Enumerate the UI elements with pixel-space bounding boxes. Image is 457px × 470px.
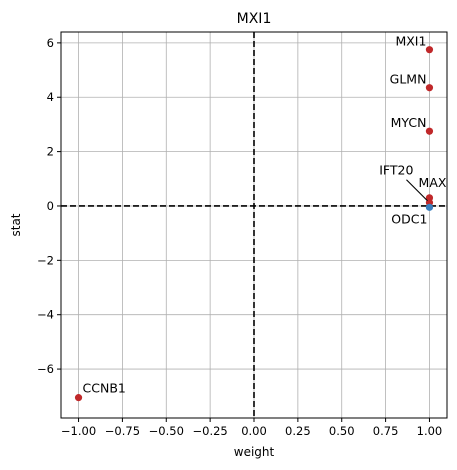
callout-line-ift20 <box>406 179 428 202</box>
y-tick-label: −2 <box>37 253 54 267</box>
data-point-mxi1 <box>425 46 434 54</box>
x-tick-label: 0.50 <box>329 424 355 438</box>
data-point-ccnb1 <box>74 394 83 402</box>
point-label-mycn: MYCN <box>391 115 427 130</box>
y-tick-label: −6 <box>37 362 54 376</box>
y-tick-label: −4 <box>37 308 54 322</box>
point-label-ccnb1: CCNB1 <box>83 381 126 396</box>
data-point-mycn <box>425 127 434 135</box>
x-tick-label: −1.00 <box>61 424 96 438</box>
point-label-odc1: ODC1 <box>391 211 427 226</box>
data-point-odc1 <box>425 203 434 211</box>
x-tick-label: 1.00 <box>417 424 443 438</box>
chart-title: MXI1 <box>237 11 272 27</box>
x-axis-label: weight <box>234 445 275 459</box>
x-axis-ticks: −1.00 −0.75 −0.50 −0.25 0.00 0.25 0.50 0.75 1.00 <box>61 418 442 438</box>
x-tick-label: 0.25 <box>285 424 311 438</box>
x-tick-label: 0.00 <box>241 424 267 438</box>
x-tick-label: −0.50 <box>149 424 184 438</box>
y-tick-label: 6 <box>47 36 54 50</box>
reference-lines <box>61 32 447 418</box>
point-labels: MXI1 GLMN MYCN MAX IFT20 ODC1 CCNB1 <box>83 34 447 396</box>
y-axis-label: stat <box>9 213 23 236</box>
data-points <box>74 46 434 402</box>
point-label-mxi1: MXI1 <box>395 34 426 49</box>
data-point-glmn <box>425 84 434 92</box>
x-tick-label: −0.75 <box>105 424 140 438</box>
point-label-glmn: GLMN <box>390 72 427 87</box>
point-label-max: MAX <box>419 175 447 190</box>
point-label-ift20: IFT20 <box>379 163 413 178</box>
y-tick-label: 0 <box>47 199 54 213</box>
y-tick-label: 4 <box>47 90 54 104</box>
x-tick-label: −0.25 <box>193 424 228 438</box>
x-tick-label: 0.75 <box>373 424 399 438</box>
y-tick-label: 2 <box>47 145 54 159</box>
y-axis-ticks: −6 −4 −2 0 2 4 6 <box>37 36 61 376</box>
